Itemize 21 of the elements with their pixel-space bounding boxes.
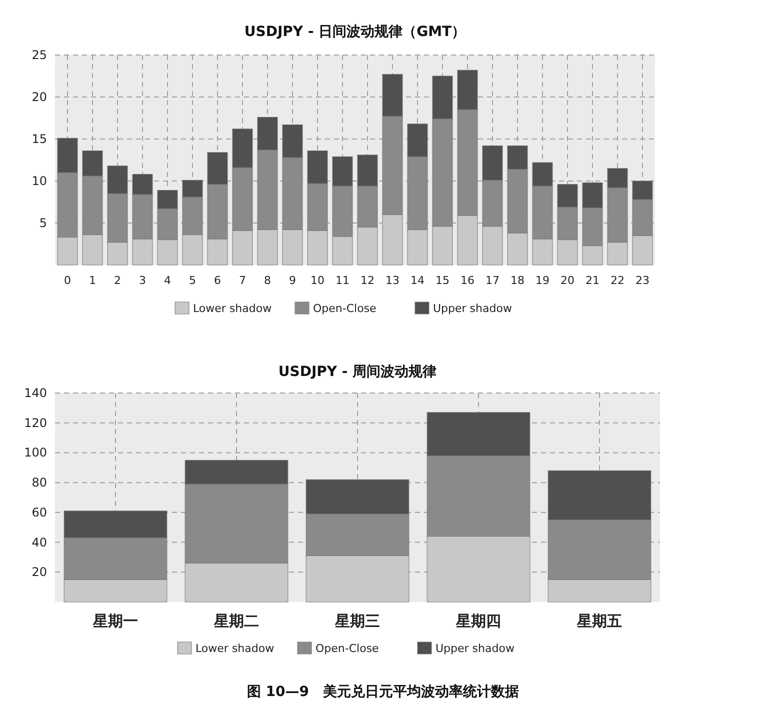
- y-tick-label: 10: [32, 174, 47, 188]
- y-tick-label: 140: [24, 386, 47, 400]
- legend-label: Open-Close: [313, 302, 377, 315]
- chart-title: USDJPY - 日间波动规律（GMT）: [244, 24, 466, 40]
- caption: 图 10—9 美元兑日元平均波动率统计数据: [246, 683, 520, 700]
- y-tick-label: 20: [32, 90, 47, 104]
- y-tick-label: 80: [32, 476, 47, 490]
- y-tick-label: 20: [32, 565, 47, 580]
- legend-label: Open-Close: [316, 642, 380, 655]
- y-tick-label: 100: [24, 446, 47, 460]
- y-tick-label: 60: [32, 505, 47, 520]
- chart-title: USDJPY - 周间波动规律: [278, 364, 437, 380]
- y-tick-label: 15: [32, 132, 47, 146]
- legend-label: Upper shadow: [436, 642, 514, 655]
- y-tick-label: 40: [32, 535, 47, 550]
- y-tick-label: 120: [24, 416, 47, 430]
- y-tick-label: 5: [39, 216, 47, 230]
- legend-label: Lower shadow: [196, 642, 274, 655]
- legend-label: Upper shadow: [433, 302, 512, 315]
- y-tick-label: 25: [32, 48, 47, 62]
- legend-label: Lower shadow: [193, 302, 272, 315]
